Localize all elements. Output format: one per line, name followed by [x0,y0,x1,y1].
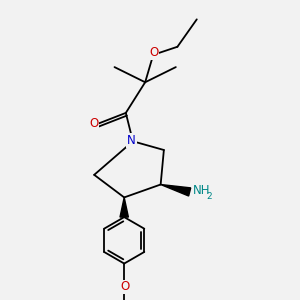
Text: 2: 2 [206,192,212,201]
Text: N: N [127,134,136,147]
Polygon shape [160,184,191,196]
Polygon shape [120,197,128,217]
Text: O: O [149,46,158,59]
Text: O: O [120,280,130,293]
Text: NH: NH [193,184,210,197]
Text: O: O [89,117,98,130]
